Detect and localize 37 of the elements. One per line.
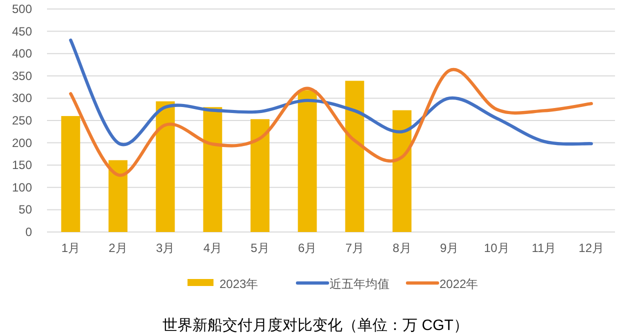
y-tick-label: 50 — [18, 202, 32, 217]
bar — [61, 116, 80, 232]
x-tick-label: 5月 — [250, 241, 270, 255]
x-tick-label: 8月 — [392, 241, 412, 255]
bar — [108, 160, 128, 232]
legend-label: 近五年均值 — [330, 277, 390, 291]
bar — [298, 90, 317, 232]
y-tick-label: 100 — [12, 180, 32, 194]
x-tick-label: 2月 — [108, 241, 128, 255]
line-series — [69, 38, 593, 146]
y-tick-label: 300 — [12, 91, 32, 106]
y-tick-label: 0 — [25, 225, 32, 239]
x-tick-label: 4月 — [203, 241, 222, 255]
y-tick-label: 500 — [12, 2, 32, 16]
y-tick-label: 400 — [12, 46, 32, 61]
x-tick-label: 6月 — [298, 241, 317, 255]
line-series — [69, 68, 593, 177]
y-tick-label: 450 — [12, 24, 32, 38]
x-tick-label: 3月 — [156, 241, 175, 255]
bar — [392, 110, 412, 232]
y-tick-label: 350 — [12, 68, 32, 83]
x-tick-label: 11月 — [532, 241, 556, 255]
y-tick-label: 150 — [12, 158, 32, 172]
y-tick-label: 250 — [12, 114, 32, 128]
bar — [156, 101, 175, 232]
text: 世界新船交付月度对比变化（单位：万 CGT） — [162, 317, 468, 334]
legend-label: 2023年 — [220, 277, 258, 291]
x-tick-label: 9月 — [440, 241, 459, 255]
x-tick-label: 10月 — [484, 241, 510, 255]
x-tick-label: 7月 — [345, 241, 364, 255]
bar — [345, 80, 364, 232]
x-tick-label: 12月 — [578, 241, 604, 255]
bar — [203, 107, 222, 232]
y-tick-label: 200 — [12, 136, 32, 150]
x-tick-label: 1月 — [61, 241, 80, 255]
bar — [250, 119, 270, 232]
legend-label: 2022年 — [440, 277, 478, 291]
